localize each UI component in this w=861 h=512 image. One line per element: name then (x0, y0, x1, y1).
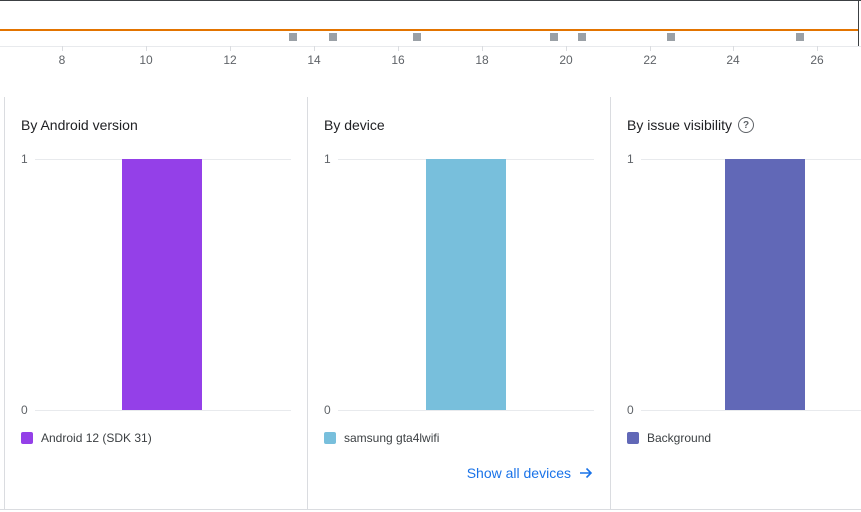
timeline-event-marker[interactable] (413, 33, 421, 41)
timeline-tick (482, 46, 483, 51)
card-title-text: By Android version (21, 117, 138, 133)
legend-swatch (324, 432, 336, 444)
bar-background[interactable] (725, 159, 805, 410)
timeline-tick-label: 8 (58, 53, 66, 67)
legend-swatch (21, 432, 33, 444)
timeline-tick (733, 46, 734, 51)
timeline-tick-label: 18 (475, 53, 489, 67)
timeline-tick (230, 46, 231, 51)
timeline-tick-label: 12 (223, 53, 237, 67)
device-chart: 1 0 (308, 97, 611, 427)
timeline-trend-line (0, 29, 858, 31)
y-axis-max-label: 1 (21, 152, 28, 166)
timeline-tick-label: 10 (139, 53, 153, 67)
legend-swatch (627, 432, 639, 444)
help-icon[interactable]: ? (738, 117, 755, 133)
y-axis-min-label: 0 (324, 403, 331, 417)
y-axis-min-label: 0 (21, 403, 28, 417)
legend-label: samsung gta4lwifi (344, 431, 440, 445)
android-version-chart: 1 0 (5, 97, 308, 427)
issue-visibility-chart: 1 0 (611, 97, 861, 427)
event-timeline: 8 10 12 14 16 18 20 22 24 26 (0, 0, 861, 80)
show-all-devices-label: Show all devices (466, 465, 571, 481)
legend-label: Android 12 (SDK 31) (41, 431, 152, 445)
timeline-event-marker[interactable] (289, 33, 297, 41)
grid-line-baseline (35, 410, 291, 411)
grid-line-baseline (338, 410, 594, 411)
timeline-event-marker[interactable] (550, 33, 558, 41)
timeline-frame-right (858, 0, 859, 46)
timeline-tick (62, 46, 63, 51)
show-all-devices-link[interactable]: Show all devices (467, 465, 593, 481)
chart-legend: samsung gta4lwifi (324, 431, 439, 445)
card-device: By device 1 0 samsung gta4lwifi Show all… (307, 97, 611, 509)
legend-label: Background (647, 431, 712, 445)
timeline-tick (817, 46, 818, 51)
breakdown-cards: By Android version 1 0 Android 12 (SDK 3… (0, 97, 861, 510)
timeline-tick (314, 46, 315, 51)
y-axis-max-label: 1 (627, 152, 634, 166)
arrow-right-icon (580, 467, 593, 479)
card-title: By Android version (21, 117, 138, 133)
timeline-tick (398, 46, 399, 51)
card-title: By device (324, 117, 385, 133)
timeline-tick-label: 26 (810, 53, 824, 67)
card-title-text: By device (324, 117, 385, 133)
card-issue-visibility: By issue visibility ? 1 0 Background (610, 97, 861, 509)
timeline-tick (650, 46, 651, 51)
timeline-event-marker[interactable] (667, 33, 675, 41)
timeline-tick (146, 46, 147, 51)
timeline-tick-label: 16 (391, 53, 405, 67)
timeline-tick (566, 46, 567, 51)
y-axis-max-label: 1 (324, 152, 331, 166)
card-title: By issue visibility ? (627, 117, 755, 133)
chart-legend: Background (627, 431, 711, 445)
chart-legend: Android 12 (SDK 31) (21, 431, 152, 445)
card-title-text: By issue visibility (627, 117, 733, 133)
timeline-tick-label: 20 (559, 53, 573, 67)
card-android-version: By Android version 1 0 Android 12 (SDK 3… (4, 97, 308, 509)
timeline-tick-label: 24 (726, 53, 740, 67)
timeline-tick-label: 22 (643, 53, 657, 67)
grid-line-baseline (641, 410, 861, 411)
timeline-tick-label: 14 (307, 53, 321, 67)
timeline-event-marker[interactable] (578, 33, 586, 41)
bar-samsung-gta4lwifi[interactable] (426, 159, 506, 410)
bar-android-12[interactable] (122, 159, 202, 410)
timeline-event-marker[interactable] (329, 33, 337, 41)
y-axis-min-label: 0 (627, 403, 634, 417)
timeline-axis-line (0, 46, 861, 47)
timeline-frame-top (0, 0, 861, 1)
timeline-event-marker[interactable] (796, 33, 804, 41)
